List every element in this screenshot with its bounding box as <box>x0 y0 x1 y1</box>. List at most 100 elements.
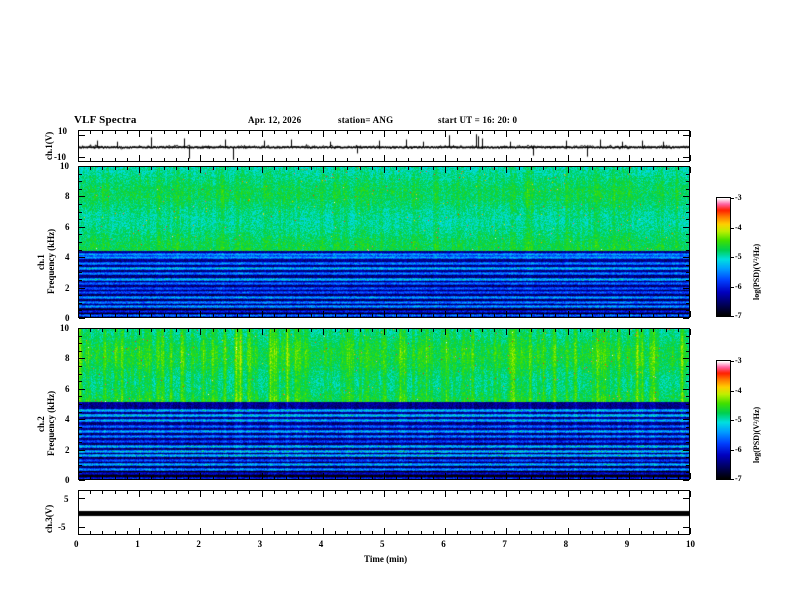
tick-mark <box>188 491 189 494</box>
tick-mark <box>335 131 336 134</box>
tick-mark <box>90 476 91 479</box>
tick-mark <box>213 491 214 494</box>
tick-mark <box>531 314 532 317</box>
tick-mark <box>79 250 82 251</box>
tick-mark <box>225 158 226 161</box>
tick-mark <box>225 531 226 534</box>
tick-mark <box>683 318 689 319</box>
tick-mark <box>482 329 483 332</box>
tick-mark <box>372 491 373 494</box>
tick-mark <box>79 480 85 481</box>
tick-mark <box>213 476 214 479</box>
tick-mark <box>470 158 471 161</box>
tick-mark <box>139 131 140 137</box>
tick-mark <box>433 314 434 317</box>
colorbar-tick-mark <box>730 479 734 480</box>
tick-mark <box>686 351 689 352</box>
tick-mark <box>433 158 434 161</box>
tick-mark <box>690 528 691 534</box>
tick-mark <box>568 329 569 335</box>
tick-mark <box>79 396 82 397</box>
tick-mark <box>519 531 520 534</box>
tick-mark <box>139 311 140 317</box>
tick-mark <box>580 531 581 534</box>
colorbar-tick-mark <box>730 420 734 421</box>
tick-mark <box>139 491 140 497</box>
tick-mark <box>666 531 667 534</box>
ch1-spectrogram-ylabel-ch: ch.1 <box>36 254 46 270</box>
tick-mark <box>79 288 85 289</box>
tick-mark <box>592 531 593 534</box>
tick-mark <box>249 158 250 161</box>
tick-mark <box>470 314 471 317</box>
tick-mark <box>384 311 385 317</box>
colorbar-ch2-label: log(PSD)(V²/Hz) <box>752 406 761 463</box>
tick-mark <box>335 158 336 161</box>
tick-mark <box>580 158 581 161</box>
tick-mark <box>604 476 605 479</box>
tick-mark <box>102 158 103 161</box>
colorbar-tick-label: -3 <box>735 356 742 365</box>
tick-mark <box>445 473 446 479</box>
tick-mark <box>188 531 189 534</box>
colorbar-ch1 <box>716 197 731 317</box>
colorbar-tick-mark <box>730 257 734 258</box>
tick-mark <box>592 131 593 134</box>
tick-mark <box>176 476 177 479</box>
ch1-waveform-ylabel: ch.1(V) <box>44 131 54 160</box>
y-tick-label: 10 <box>60 323 69 333</box>
tick-mark <box>78 311 79 317</box>
tick-mark <box>286 491 287 494</box>
tick-mark <box>592 167 593 170</box>
colorbar-tick-label: -5 <box>735 252 742 261</box>
tick-mark <box>323 528 324 534</box>
tick-mark <box>555 158 556 161</box>
colorbar-tick-label: -7 <box>735 311 742 320</box>
tick-mark <box>666 476 667 479</box>
tick-mark <box>127 131 128 134</box>
tick-mark <box>531 531 532 534</box>
tick-mark <box>90 531 91 534</box>
tick-mark <box>666 329 667 332</box>
tick-mark <box>686 250 689 251</box>
tick-mark <box>79 181 82 182</box>
tick-mark <box>506 491 507 497</box>
figure-start-ut: start UT = 16: 20: 0 <box>438 115 518 125</box>
tick-mark <box>151 314 152 317</box>
x-tick-label: 6 <box>441 539 446 549</box>
colorbar-tick-mark <box>730 198 734 199</box>
tick-mark <box>408 314 409 317</box>
tick-mark <box>90 491 91 494</box>
tick-mark <box>592 329 593 332</box>
colorbar-tick-mark <box>730 287 734 288</box>
tick-mark <box>396 167 397 170</box>
tick-mark <box>641 491 642 494</box>
tick-mark <box>686 404 689 405</box>
tick-mark <box>176 314 177 317</box>
tick-mark <box>408 167 409 170</box>
tick-mark <box>384 491 385 497</box>
tick-mark <box>686 310 689 311</box>
tick-mark <box>678 314 679 317</box>
tick-mark <box>482 491 483 494</box>
tick-mark <box>482 167 483 170</box>
tick-mark <box>360 314 361 317</box>
tick-mark <box>200 473 201 479</box>
tick-mark <box>225 329 226 332</box>
tick-mark <box>629 491 630 497</box>
tick-mark <box>164 329 165 332</box>
tick-mark <box>213 314 214 317</box>
tick-mark <box>641 531 642 534</box>
tick-mark <box>617 314 618 317</box>
tick-mark <box>543 158 544 161</box>
ch2-spectrogram-panel <box>78 328 690 480</box>
y-tick-label: 2 <box>65 282 70 293</box>
tick-mark <box>686 295 689 296</box>
tick-mark <box>666 167 667 170</box>
tick-mark <box>531 491 532 494</box>
x-tick-label: 10 <box>686 539 695 549</box>
tick-mark <box>457 329 458 332</box>
tick-mark <box>666 131 667 134</box>
tick-mark <box>213 167 214 170</box>
tick-mark <box>274 314 275 317</box>
